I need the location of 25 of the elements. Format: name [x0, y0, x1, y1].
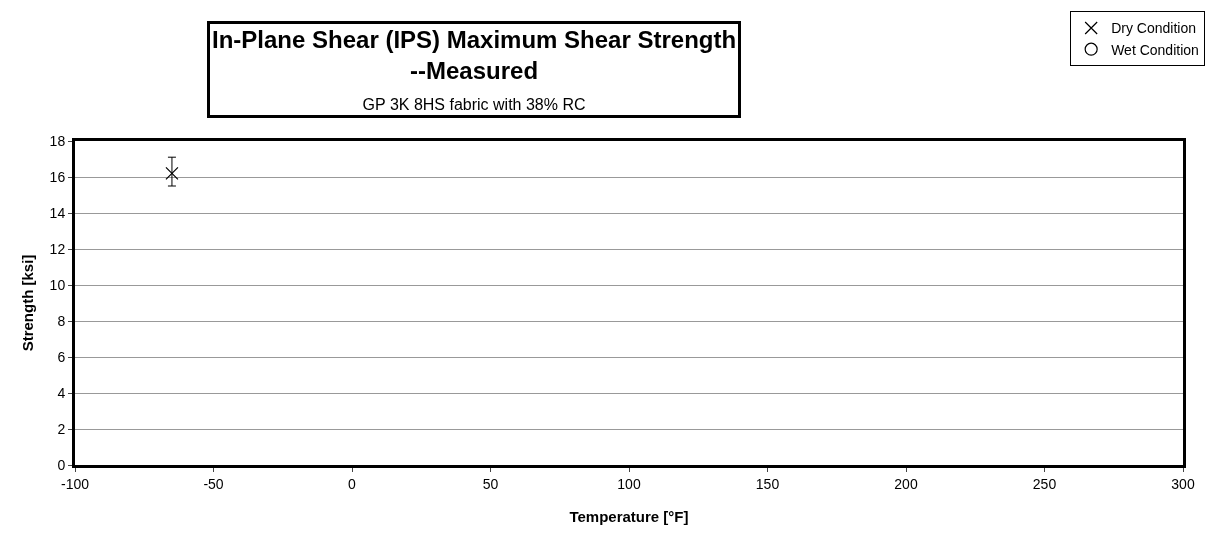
y-tick-label: 10 — [49, 276, 66, 293]
y-tick-label: 2 — [57, 420, 66, 437]
x-tick-label: -50 — [203, 475, 224, 492]
y-axis-title: Strength [ksi] — [19, 254, 36, 352]
x-axis-title: Temperature [°F] — [569, 508, 689, 525]
x-tick-label: 250 — [1032, 475, 1057, 492]
x-tick-label: 300 — [1171, 475, 1195, 492]
x-tick-label: 200 — [894, 475, 918, 492]
y-tick-label: 14 — [49, 204, 66, 221]
x-tick-label: 50 — [482, 475, 499, 492]
legend-label: Dry Condition — [1111, 20, 1196, 37]
y-tick-label: 18 — [49, 132, 66, 149]
chart-title: In-Plane Shear (IPS) Maximum Shear Strength --Measured — [212, 26, 737, 85]
y-tick-label: 4 — [57, 384, 66, 401]
legend-label: Wet Condition — [1111, 41, 1199, 58]
x-tick-label: 100 — [617, 475, 641, 492]
y-tick-label: 16 — [49, 168, 66, 185]
x-tick-label: 0 — [348, 475, 357, 492]
x-tick-label: -100 — [60, 475, 90, 492]
y-tick-label: 12 — [49, 240, 66, 257]
x-tick-label: 150 — [755, 475, 780, 492]
y-tick-label: 0 — [57, 456, 66, 473]
y-tick-label: 6 — [57, 348, 66, 365]
chart-subtitle: GP 3K 8HS fabric with 38% RC — [362, 96, 586, 114]
y-tick-label: 8 — [57, 312, 66, 329]
